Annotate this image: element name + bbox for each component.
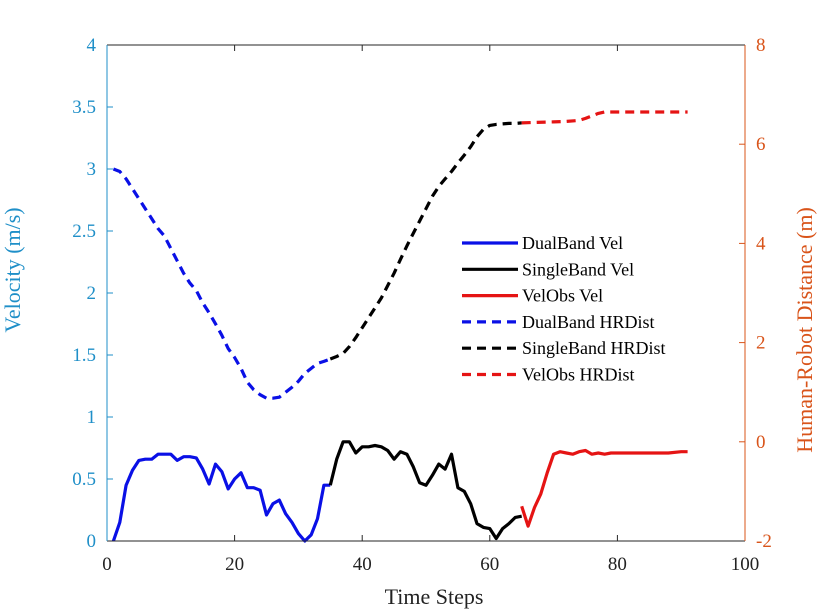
y2-tick-label: 0 xyxy=(756,432,766,453)
legend-label: DualBand Vel xyxy=(522,233,623,253)
y-tick-label: 1 xyxy=(87,407,97,428)
singleband-vel-line xyxy=(328,440,522,541)
y2-tick-label: 6 xyxy=(756,134,766,155)
legend-label: DualBand HRDist xyxy=(522,312,655,332)
singleband-hrdist-line xyxy=(329,121,522,361)
x-axis-label: Time Steps xyxy=(385,584,484,609)
x-tick-label: 40 xyxy=(353,554,372,575)
x-tick-label: 100 xyxy=(731,554,760,575)
y-tick-label: 3 xyxy=(87,159,97,180)
velobs-hrdist-line xyxy=(521,110,688,125)
legend: DualBand Vel SingleBand Vel VelObs Vel Dual… xyxy=(462,233,666,385)
legend-label: SingleBand HRDist xyxy=(522,338,666,358)
x-tick-label: 60 xyxy=(480,554,499,575)
tick-labels: 0 20 40 60 80 100 0 0.5 1 1.5 2 2.5 3 3.5 4 -2 0 2 4 6 8 xyxy=(72,35,772,575)
legend-label: VelObs HRDist xyxy=(522,365,635,385)
x-tick-label: 80 xyxy=(608,554,627,575)
y-tick-label: 1.5 xyxy=(72,345,96,366)
y2-axis-label: Human-Robot Distance (m) xyxy=(792,207,817,453)
y-tick-label: 0 xyxy=(87,531,97,552)
y-tick-label: 2.5 xyxy=(72,221,96,242)
y-axis-label: Velocity (m/s) xyxy=(0,207,25,332)
velobs-vel-line xyxy=(520,448,688,528)
y2-tick-label: 2 xyxy=(756,333,766,354)
y2-tick-label: 8 xyxy=(756,35,766,56)
dualband-vel-line xyxy=(111,452,331,543)
dualband-hrdist-line xyxy=(112,167,331,400)
series-layer xyxy=(111,110,688,543)
legend-label: SingleBand Vel xyxy=(522,259,634,279)
y2-tick-label: 4 xyxy=(756,233,766,254)
y-tick-label: 2 xyxy=(87,283,97,304)
y-tick-label: 0.5 xyxy=(72,469,96,490)
x-tick-label: 0 xyxy=(102,554,112,575)
x-tick-label: 20 xyxy=(225,554,244,575)
plot-area xyxy=(107,45,745,541)
y2-tick-label: -2 xyxy=(756,531,772,552)
y-tick-label: 3.5 xyxy=(72,97,96,118)
legend-label: VelObs Vel xyxy=(522,286,603,306)
y-tick-label: 4 xyxy=(87,35,97,56)
